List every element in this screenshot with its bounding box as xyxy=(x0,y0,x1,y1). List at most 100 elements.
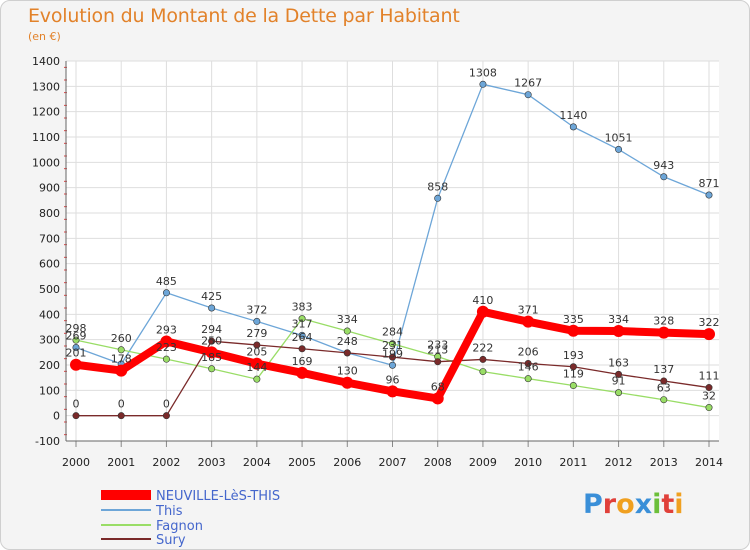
data-point xyxy=(705,384,713,392)
x-tick-label: 2000 xyxy=(62,456,90,469)
legend-label: Sury xyxy=(156,533,186,548)
chart-title: Evolution du Montant de la Dette par Hab… xyxy=(28,5,460,27)
data-label: 199 xyxy=(382,347,403,360)
data-label: 383 xyxy=(292,301,313,314)
data-point xyxy=(208,304,216,312)
x-tick-label: 2002 xyxy=(152,456,180,469)
data-label: 260 xyxy=(111,332,132,345)
y-tick-label: 1300 xyxy=(32,80,60,93)
proxiti-logo: Proxiti xyxy=(583,489,684,520)
data-point xyxy=(479,368,487,376)
x-tick-label: 2003 xyxy=(198,456,226,469)
data-point xyxy=(298,345,306,353)
data-label: 328 xyxy=(653,315,674,328)
data-point xyxy=(476,305,489,318)
data-point xyxy=(524,91,532,99)
data-label: 137 xyxy=(653,363,674,376)
logo-letter: x xyxy=(634,489,653,520)
legend-label: Fagnon xyxy=(156,519,203,534)
y-tick-label: 500 xyxy=(39,283,60,296)
data-label: 858 xyxy=(427,180,448,193)
y-tick-label: 300 xyxy=(39,334,60,347)
x-tick-label: 2013 xyxy=(650,456,678,469)
x-tick-label: 2006 xyxy=(333,456,361,469)
data-point xyxy=(703,328,715,341)
y-tick-label: -100 xyxy=(35,435,60,448)
data-point xyxy=(479,80,487,88)
data-point xyxy=(569,363,577,371)
data-label: 1051 xyxy=(605,131,633,144)
data-label: 119 xyxy=(563,368,584,381)
logo-letter: P xyxy=(583,489,603,520)
x-tick-label: 2011 xyxy=(559,456,587,469)
data-label: 146 xyxy=(518,361,539,374)
data-label: 284 xyxy=(382,326,403,339)
data-point xyxy=(298,315,306,323)
data-point xyxy=(705,191,713,199)
data-label: 279 xyxy=(246,327,267,340)
data-point xyxy=(705,404,713,412)
data-label: 485 xyxy=(156,275,177,288)
data-point xyxy=(208,365,216,373)
data-label: 269 xyxy=(66,330,87,343)
y-tick-label: 600 xyxy=(39,258,60,271)
data-label: 410 xyxy=(472,294,493,307)
data-label: 231 xyxy=(382,339,403,352)
y-tick-label: 800 xyxy=(39,207,60,220)
data-label: 32 xyxy=(702,390,716,403)
data-label: 96 xyxy=(386,373,400,386)
data-label: 334 xyxy=(337,313,358,326)
grid-lines xyxy=(66,60,719,442)
data-label: 425 xyxy=(201,290,222,303)
x-tick-label: 2014 xyxy=(695,456,723,469)
data-point xyxy=(253,375,261,383)
data-point xyxy=(388,353,396,361)
y-tick-label: 200 xyxy=(39,359,60,372)
data-point xyxy=(250,357,263,370)
data-label: 111 xyxy=(699,370,720,383)
data-point xyxy=(117,412,125,420)
data-label: 0 xyxy=(118,398,125,411)
y-tick-label: 400 xyxy=(39,308,60,321)
data-label: 144 xyxy=(246,361,267,374)
y-tick-label: 1400 xyxy=(32,55,60,68)
logo-letter: o xyxy=(616,489,635,520)
data-label: 0 xyxy=(163,398,170,411)
data-point xyxy=(72,412,80,420)
y-tick-label: 700 xyxy=(39,232,60,245)
data-label: 222 xyxy=(472,341,493,354)
data-point xyxy=(388,361,396,369)
data-point xyxy=(615,370,623,378)
data-point xyxy=(569,123,577,131)
logo-letter: i xyxy=(674,489,684,520)
data-point xyxy=(660,396,668,404)
data-point xyxy=(72,336,80,344)
x-tick-label: 2009 xyxy=(469,456,497,469)
data-label: 371 xyxy=(518,304,539,317)
y-tick-label: 1000 xyxy=(32,156,60,169)
data-label: 372 xyxy=(246,303,267,316)
data-label: 193 xyxy=(563,349,584,362)
x-tick-label: 2007 xyxy=(379,456,407,469)
y-tick-label: 1200 xyxy=(32,106,60,119)
data-point xyxy=(162,289,170,297)
data-label: 294 xyxy=(201,323,222,336)
y-tick-label: 0 xyxy=(53,410,60,423)
data-label: 163 xyxy=(608,356,629,369)
data-label: 201 xyxy=(66,347,87,360)
data-point xyxy=(660,173,668,181)
x-tick-label: 2001 xyxy=(107,456,135,469)
series-lines xyxy=(70,80,715,420)
data-point xyxy=(253,341,261,349)
data-label: 0 xyxy=(73,398,80,411)
data-point xyxy=(343,327,351,335)
data-label: 185 xyxy=(201,351,222,364)
data-point xyxy=(343,349,351,357)
data-point xyxy=(117,346,125,354)
data-point xyxy=(434,358,442,366)
data-point xyxy=(162,412,170,420)
data-point xyxy=(524,375,532,383)
